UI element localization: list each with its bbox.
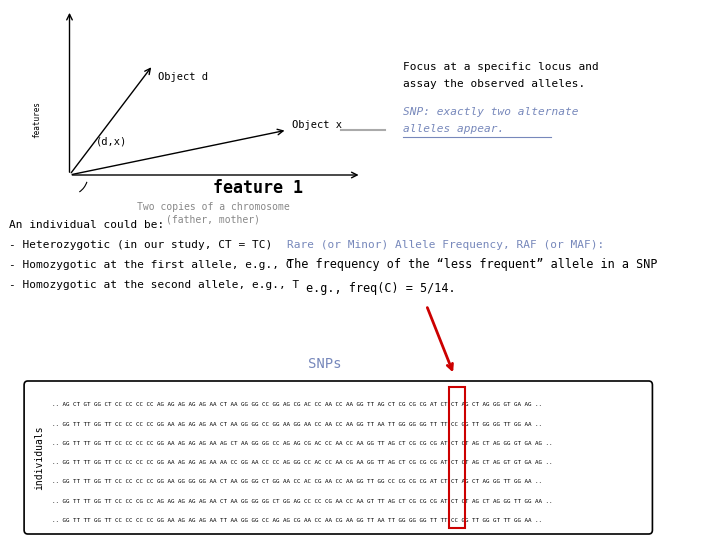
Text: (father, mother): (father, mother) xyxy=(166,215,260,225)
Text: features: features xyxy=(32,102,42,138)
Text: Object d: Object d xyxy=(158,72,207,82)
Text: .. GG TT TT GG TT CC CC CC CC GG AA AG AG AG AA CT AA GG GG CC GG AA GG AA CC AA: .. GG TT TT GG TT CC CC CC CC GG AA AG A… xyxy=(52,422,542,427)
Text: Object x: Object x xyxy=(292,120,342,130)
Text: individuals: individuals xyxy=(34,425,44,490)
Text: .. GG TT TT GG TT CC CC CC CC GG AA GG GG GG AA CT AA GG GG CT GG AA CC AC CG AA: .. GG TT TT GG TT CC CC CC CC GG AA GG G… xyxy=(52,480,542,484)
Text: The frequency of the “less frequent” allele in a SNP: The frequency of the “less frequent” all… xyxy=(287,258,658,271)
Text: feature 1: feature 1 xyxy=(213,179,303,197)
Text: Focus at a specific locus and: Focus at a specific locus and xyxy=(403,62,599,72)
Text: alleles appear.: alleles appear. xyxy=(403,124,505,134)
Text: .. GG TT TT GG TT CC CC CC CC GG AA AG AG AG AA AG CT AA GG GG CC AG AG CG AC CC: .. GG TT TT GG TT CC CC CC CC GG AA AG A… xyxy=(52,441,552,446)
Text: Rare (or Minor) Allele Frequency, RAF (or MAF):: Rare (or Minor) Allele Frequency, RAF (o… xyxy=(287,240,605,250)
Text: .. GG TT TT GG TT CC CC CG CC AG AG AG AG AG AA CT AA GG GG GG CT GG AG CC CC CG: .. GG TT TT GG TT CC CC CG CC AG AG AG A… xyxy=(52,498,552,504)
Text: (d,x): (d,x) xyxy=(96,137,127,147)
Text: - Heterozygotic (in our study, CT = TC): - Heterozygotic (in our study, CT = TC) xyxy=(9,240,272,250)
Text: .. AG CT GT GG CT CC CC CC CC AG AG AG AG AG AA CT AA GG GG CC GG AG CG AC CC AA: .. AG CT GT GG CT CC CC CC CC AG AG AG A… xyxy=(52,402,542,407)
Text: - Homozygotic at the first allele, e.g., C: - Homozygotic at the first allele, e.g.,… xyxy=(9,260,293,270)
Text: e.g., freq(C) = 5/14.: e.g., freq(C) = 5/14. xyxy=(306,282,456,295)
Text: An individual could be:: An individual could be: xyxy=(9,220,164,230)
Text: SNP: exactly two alternate: SNP: exactly two alternate xyxy=(403,107,579,117)
Bar xyxy=(449,387,465,528)
Text: assay the observed alleles.: assay the observed alleles. xyxy=(403,79,585,89)
Text: - Homozygotic at the second allele, e.g., T: - Homozygotic at the second allele, e.g.… xyxy=(9,280,300,290)
Text: .. GG TT TT GG TT CC CC CC CC GG AA AG AG AG AA TT AA GG GG CC AG AG CG AA CC AA: .. GG TT TT GG TT CC CC CC CC GG AA AG A… xyxy=(52,518,542,523)
Text: SNPs: SNPs xyxy=(307,357,341,371)
Text: Two copies of a chromosome: Two copies of a chromosome xyxy=(137,202,289,212)
Text: .. GG TT TT GG TT CC CC CC CC GG AA AG AG AG AA AA CC GG AA CC CC AG GG CC AC CC: .. GG TT TT GG TT CC CC CC CC GG AA AG A… xyxy=(52,460,552,465)
FancyBboxPatch shape xyxy=(24,381,652,534)
